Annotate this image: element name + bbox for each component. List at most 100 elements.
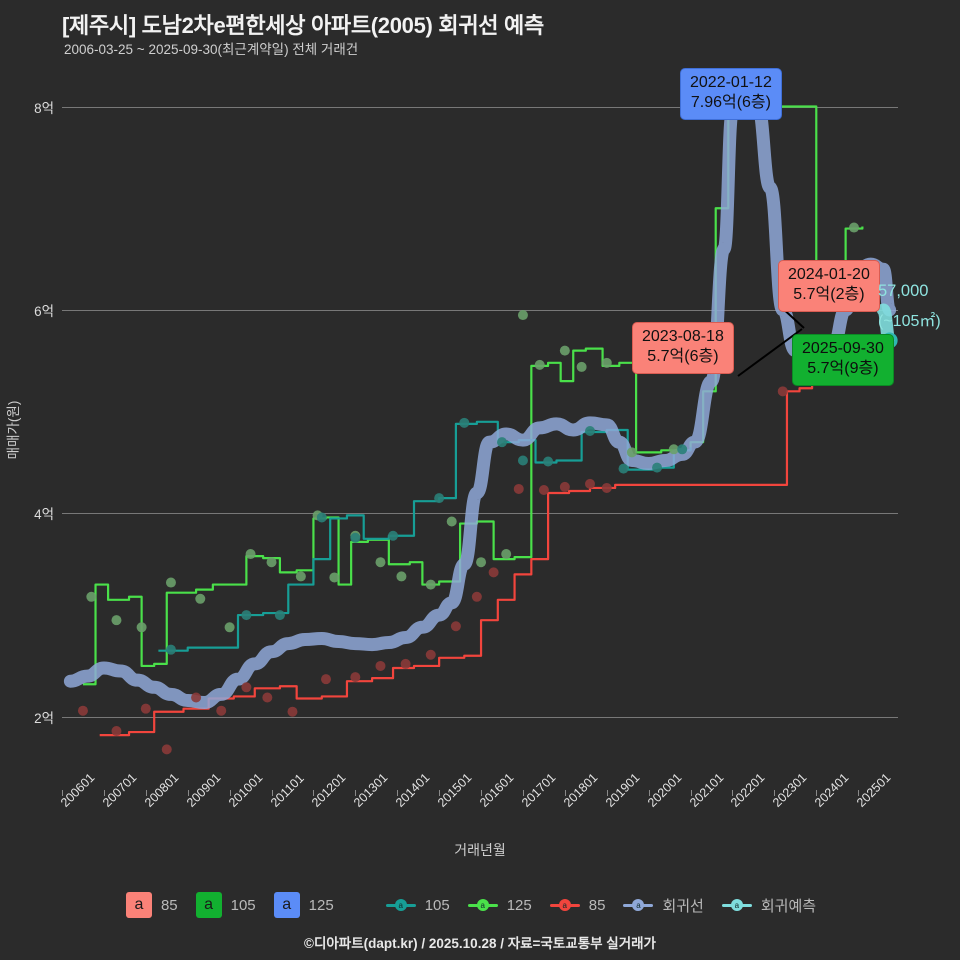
scatter-point: [471, 591, 482, 602]
scatter-point: [195, 593, 206, 604]
scatter-point: [849, 222, 859, 233]
scatter-point: [652, 462, 663, 473]
x-tick-mark: [103, 790, 105, 796]
footer-credit: ©디아파트(dapt.kr) / 2025.10.28 / 자료=국토교통부 실…: [304, 936, 656, 951]
x-tick-mark: [145, 790, 147, 796]
annotation-callout[interactable]: 2024-01-20 5.7억(2층): [778, 260, 880, 312]
legend-series-label: 85: [588, 896, 606, 914]
y-axis-label: 매매가(원): [6, 400, 21, 460]
x-tick-mark: [187, 790, 189, 796]
scatter-point: [618, 463, 629, 474]
x-tick-mark: [313, 790, 315, 796]
scatter-point: [295, 571, 306, 582]
callout-leader-lines: [737, 305, 805, 377]
gridline: [62, 106, 898, 108]
scatter-point: [241, 682, 252, 693]
scatter-point: [513, 483, 524, 494]
x-axis-label: 거래년월: [454, 842, 506, 858]
x-tick-mark: [564, 790, 566, 796]
legend-series-label: 125: [506, 896, 532, 914]
scatter-point: [266, 557, 277, 568]
scatter-point: [111, 615, 122, 626]
x-tick-mark: [732, 790, 734, 796]
annotation-date: 2023-08-18: [642, 328, 724, 345]
scatter-point: [216, 705, 227, 716]
scatter-point: [425, 649, 436, 660]
scatter-point: [446, 516, 457, 527]
scatter-point: [136, 622, 147, 633]
annotation-callout[interactable]: 2022-01-12 7.96억(6층): [680, 68, 782, 120]
scatter-point: [316, 512, 327, 523]
y-tick-label: 4억: [34, 507, 54, 523]
legend-marker-dot: a: [730, 899, 743, 911]
scatter-point: [488, 567, 499, 578]
annotation-callout[interactable]: 2023-08-18 5.7억(6층): [632, 322, 734, 374]
scatter-point: [501, 549, 512, 560]
annotation-value: 5.7억(6층): [647, 348, 719, 366]
legend-swatch-label: 85: [160, 896, 178, 914]
legend-marker-icon[interactable]: a: [721, 898, 752, 912]
scatter-point: [165, 577, 176, 588]
y-tick-label: 8억: [34, 100, 54, 116]
legend-swatch-105[interactable]: a: [195, 892, 222, 918]
scatter-point: [576, 361, 587, 372]
scatter-point: [559, 345, 570, 356]
x-tick-mark: [481, 790, 483, 796]
legend-swatch-label: 125: [308, 896, 334, 914]
annotation-value: 5.7억(2층): [793, 286, 865, 304]
scatter-point: [534, 359, 545, 370]
x-tick-mark: [774, 790, 776, 796]
scatter-point: [274, 610, 285, 621]
legend-series-label: 105: [424, 896, 450, 914]
gridline: [62, 309, 898, 311]
scatter-point: [165, 644, 176, 655]
scatter-point: [224, 622, 235, 633]
x-tick-mark: [229, 790, 231, 796]
legend-marker-dot: a: [558, 899, 571, 911]
scatter-point: [585, 425, 595, 436]
annotation-value: 7.96억(6층): [690, 94, 771, 112]
x-tick-mark: [271, 790, 273, 796]
y-tick-label: 6억: [34, 303, 54, 319]
legend-swatch-125[interactable]: a: [273, 892, 300, 918]
annotation-value: 5.7억(9층): [807, 360, 879, 378]
plot-area: 8억 6억 4억 2억 200601 200701 200801 200901 201001 2…: [34, 68, 898, 810]
annotation-date: 2022-01-12: [690, 74, 772, 91]
scatter-point: [241, 610, 252, 621]
scatter-point: [161, 744, 172, 755]
scatter-point: [459, 417, 470, 428]
scatter-point: [601, 482, 612, 493]
scatter-point: [601, 357, 612, 368]
legend-series-label: 회귀예측: [760, 897, 817, 915]
scatter-point: [321, 674, 331, 685]
annotation-callout[interactable]: 2025-09-30 5.7억(9층): [792, 334, 894, 386]
scatter-point: [425, 579, 436, 590]
scatter-point: [777, 386, 788, 397]
scatter-point: [375, 660, 386, 671]
x-tick-mark: [858, 790, 860, 796]
chart-legend: a 85 a 105 a 125 a 105 a 125 a 85 a 회귀선 a 회귀예측: [0, 888, 960, 922]
legend-marker-icon[interactable]: a: [467, 898, 498, 912]
scatter-point: [245, 549, 256, 560]
scatter-point: [400, 658, 411, 669]
scatter-point: [434, 493, 445, 504]
scatter-point: [559, 481, 570, 492]
legend-series-label: 회귀선: [662, 897, 704, 915]
scatter-point: [350, 672, 361, 683]
annotation-date: 2024-01-20: [788, 266, 870, 283]
legend-marker-icon[interactable]: a: [623, 898, 654, 912]
legend-swatch-85[interactable]: a: [125, 892, 152, 918]
page-subtitle: 2006-03-25 ~ 2025-09-30(최근계약일) 전체 거래건: [64, 42, 359, 57]
legend-marker-icon[interactable]: a: [385, 898, 416, 912]
legend-marker-dot: a: [476, 899, 489, 911]
x-tick-mark: [522, 790, 524, 796]
legend-marker-icon[interactable]: a: [549, 898, 580, 912]
x-tick-mark: [606, 790, 608, 796]
x-tick-mark: [690, 790, 692, 796]
scatter-point: [111, 726, 122, 737]
scatter-point: [375, 557, 386, 568]
x-tick-mark: [397, 790, 399, 796]
scatter-point: [543, 456, 554, 467]
page-title: [제주시] 도남2차e편한세상 아파트(2005) 회귀선 예측: [62, 13, 544, 38]
